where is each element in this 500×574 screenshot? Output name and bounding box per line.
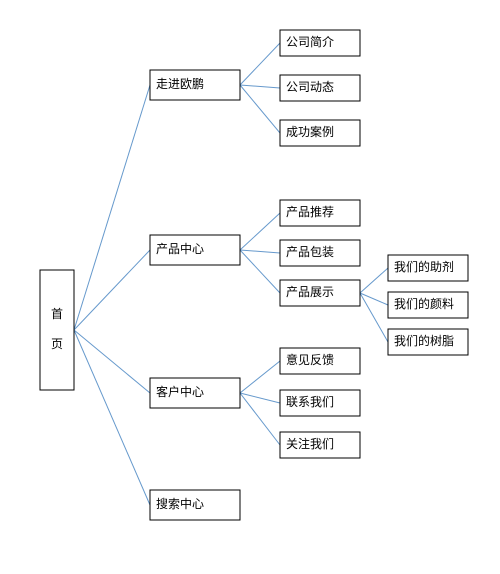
node-products: 产品中心 [150, 235, 240, 265]
edge-customer-cust_1 [240, 361, 280, 393]
edge-about-about_1 [240, 43, 280, 85]
node-label-cust_3: 关注我们 [286, 436, 334, 451]
node-prod_1: 产品推荐 [280, 200, 360, 226]
edge-products-prod_3 [240, 250, 280, 293]
node-label-about_3: 成功案例 [286, 124, 334, 139]
node-rect-root [40, 270, 74, 390]
sitemap-diagram: 首页走进欧鹏产品中心客户中心搜索中心公司简介公司动态成功案例产品推荐产品包装产品… [0, 0, 500, 574]
node-cust_3: 关注我们 [280, 432, 360, 458]
node-label-root-0: 首 [51, 307, 63, 321]
edge-prod_3-show_2 [360, 293, 388, 305]
node-cust_1: 意见反馈 [280, 348, 360, 374]
node-cust_2: 联系我们 [280, 390, 360, 416]
node-label-cust_1: 意见反馈 [286, 352, 334, 367]
node-label-products: 产品中心 [156, 241, 204, 256]
node-customer: 客户中心 [150, 378, 240, 408]
edge-root-about [74, 85, 150, 330]
node-label-about_1: 公司简介 [286, 35, 334, 49]
edge-root-products [74, 250, 150, 330]
node-about: 走进欧鹏 [150, 70, 240, 100]
node-label-prod_3: 产品展示 [286, 285, 334, 299]
node-about_2: 公司动态 [280, 75, 360, 101]
node-label-about_2: 公司动态 [286, 80, 334, 94]
node-label-about: 走进欧鹏 [156, 77, 204, 91]
edge-prod_3-show_3 [360, 293, 388, 342]
node-label-prod_2: 产品包装 [286, 245, 334, 259]
node-about_1: 公司简介 [280, 30, 360, 56]
node-search: 搜索中心 [150, 490, 240, 520]
node-prod_2: 产品包装 [280, 240, 360, 266]
edge-customer-cust_3 [240, 393, 280, 445]
node-show_2: 我们的颜料 [388, 292, 468, 318]
edge-products-prod_1 [240, 213, 280, 250]
edge-products-prod_2 [240, 250, 280, 253]
node-label-customer: 客户中心 [156, 384, 204, 399]
edge-about-about_2 [240, 85, 280, 88]
nodes-layer: 首页走进欧鹏产品中心客户中心搜索中心公司简介公司动态成功案例产品推荐产品包装产品… [40, 30, 468, 520]
node-label-show_3: 我们的树脂 [394, 333, 454, 348]
node-label-cust_2: 联系我们 [286, 394, 334, 409]
node-label-prod_1: 产品推荐 [286, 205, 334, 219]
edge-root-customer [74, 330, 150, 393]
node-show_3: 我们的树脂 [388, 329, 468, 355]
node-root: 首页 [40, 270, 74, 390]
node-label-show_2: 我们的颜料 [394, 296, 454, 311]
node-label-search: 搜索中心 [156, 496, 204, 511]
node-prod_3: 产品展示 [280, 280, 360, 306]
edge-root-search [74, 330, 150, 505]
edge-prod_3-show_1 [360, 268, 388, 293]
node-show_1: 我们的助剂 [388, 255, 468, 281]
node-label-show_1: 我们的助剂 [394, 259, 454, 274]
node-label-root-1: 页 [51, 337, 63, 351]
edge-about-about_3 [240, 85, 280, 133]
node-about_3: 成功案例 [280, 120, 360, 146]
